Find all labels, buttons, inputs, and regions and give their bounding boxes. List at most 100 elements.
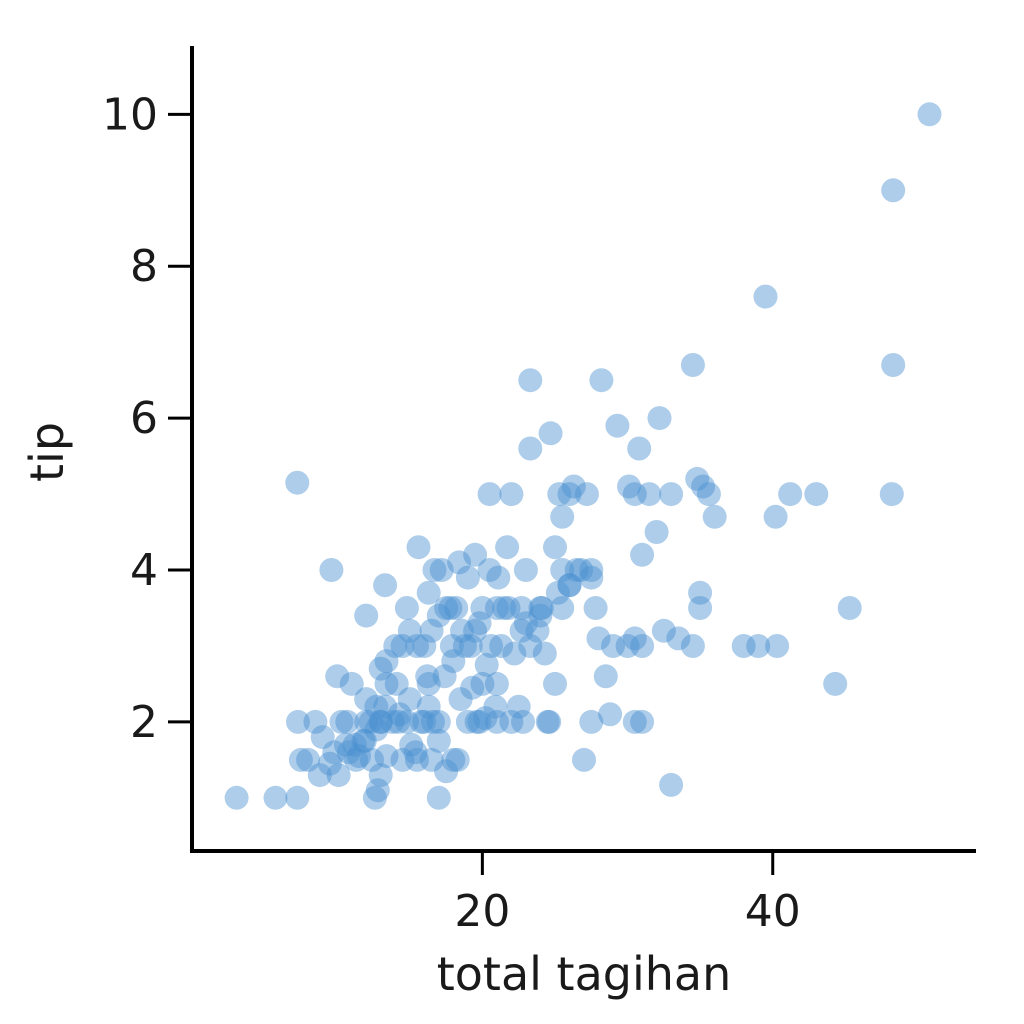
x-tick-label: 20 [454, 886, 510, 937]
data-point [426, 603, 451, 628]
data-point [547, 482, 572, 507]
data-point [569, 558, 594, 582]
data-point [409, 709, 434, 734]
data-point [412, 709, 437, 734]
data-point [518, 368, 543, 393]
data-point [336, 740, 361, 765]
data-point [288, 747, 313, 772]
data-point [329, 709, 354, 734]
data-point [644, 520, 669, 544]
data-point [525, 618, 550, 643]
data-point [506, 694, 531, 719]
y-tick-label: 4 [130, 545, 158, 596]
data-point [405, 747, 429, 772]
data-point [374, 649, 399, 674]
data-point [405, 634, 429, 658]
data-point [647, 406, 672, 431]
data-point [319, 558, 344, 582]
data-point [881, 353, 906, 377]
data-point [458, 634, 483, 658]
data-point [617, 474, 641, 499]
data-point [374, 671, 399, 696]
data-point [543, 535, 567, 560]
data-point [445, 747, 470, 772]
data-point [426, 709, 451, 734]
data-point [455, 565, 480, 590]
y-axis-title: tip [20, 422, 74, 482]
data-point [394, 709, 419, 734]
data-point [511, 709, 535, 734]
data-point [702, 504, 727, 529]
data-point [579, 558, 604, 582]
data-point [513, 558, 538, 582]
data-point [444, 596, 469, 620]
data-point [627, 436, 652, 461]
data-point [354, 687, 379, 712]
data-point [473, 706, 498, 731]
data-point [601, 634, 625, 658]
data-point [529, 596, 554, 620]
data-point [310, 725, 335, 750]
data-point [696, 482, 721, 507]
data-point [680, 353, 705, 377]
data-point [374, 744, 399, 769]
data-point [390, 634, 415, 658]
data-point [557, 573, 582, 598]
data-point [365, 778, 390, 803]
data-point [579, 709, 604, 734]
data-point [380, 709, 405, 734]
data-point [550, 558, 575, 582]
data-point [881, 178, 906, 203]
data-point [535, 709, 560, 734]
data-point [360, 747, 384, 772]
data-point [564, 558, 589, 582]
data-point [434, 759, 459, 784]
y-tick-label: 10 [102, 89, 158, 140]
data-point [778, 482, 803, 507]
data-point [467, 709, 492, 734]
data-point [528, 603, 553, 628]
data-point [545, 580, 570, 605]
data-point [354, 603, 379, 628]
data-point [484, 709, 509, 734]
data-point [470, 596, 495, 620]
x-tick-label: 40 [745, 886, 801, 937]
data-point [384, 671, 409, 696]
data-point [455, 709, 480, 734]
data-point [543, 671, 567, 696]
data-point [765, 634, 790, 658]
data-point [651, 618, 676, 643]
data-point [637, 482, 662, 507]
data-point [463, 618, 488, 643]
data-point [483, 694, 508, 719]
data-point [368, 763, 393, 788]
data-point [441, 747, 466, 772]
data-point [325, 664, 350, 689]
data-point [387, 702, 412, 727]
data-point [307, 763, 332, 788]
data-point [659, 482, 684, 507]
data-point [804, 482, 829, 507]
data-point [394, 596, 419, 620]
data-point [416, 580, 441, 605]
data-point [397, 687, 422, 712]
data-point [622, 709, 647, 734]
data-point [364, 694, 389, 719]
data-point [630, 709, 655, 734]
data-point [339, 671, 364, 696]
data-point [426, 785, 451, 810]
data-point [362, 785, 387, 810]
data-points [224, 102, 942, 810]
data-point [477, 482, 502, 507]
data-point [441, 649, 466, 674]
data-point [550, 504, 575, 529]
data-point [528, 596, 553, 620]
data-point [598, 702, 623, 727]
data-point [502, 641, 527, 666]
data-point [685, 466, 710, 491]
data-point [383, 634, 408, 658]
data-point [364, 717, 389, 742]
data-point [426, 728, 451, 753]
data-point [484, 671, 509, 696]
data-point [666, 626, 691, 651]
